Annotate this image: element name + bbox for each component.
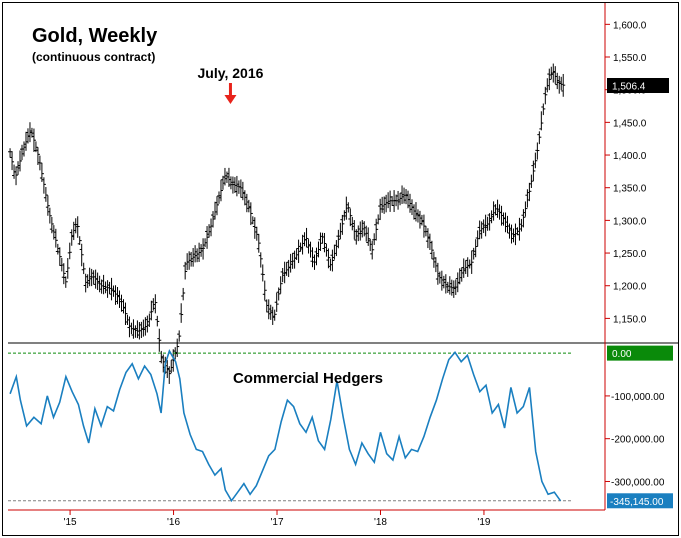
annotation-label: July, 2016 xyxy=(198,65,264,81)
chart-title: Gold, Weekly xyxy=(32,25,158,47)
hedger-tick-label: -300,000.00 xyxy=(611,477,665,488)
chart-subtitle: (continuous contract) xyxy=(32,50,155,64)
time-x-ticks: '15 '16 '17 '18 '19 xyxy=(64,510,491,528)
time-tick-label: '17 xyxy=(270,517,283,528)
time-tick-label: '19 xyxy=(477,517,490,528)
price-tick-label: 1,400.0 xyxy=(613,151,647,162)
hedger-y-ticks: -100,000.00 -200,000.00 -300,000.00 xyxy=(605,392,665,488)
hedger-tick-label: -200,000.00 xyxy=(611,435,665,446)
zero-value-badge: 0.00 xyxy=(607,345,673,361)
price-tick-label: 1,350.0 xyxy=(613,184,647,195)
zero-value: 0.00 xyxy=(612,349,632,360)
hedgers-title: Commercial Hedgers xyxy=(233,370,383,387)
price-tick-label: 1,150.0 xyxy=(613,314,647,325)
price-tick-label: 1,600.0 xyxy=(613,20,647,31)
hedgers-series-line xyxy=(9,349,562,503)
price-bars xyxy=(8,63,566,384)
hedgers-last-value-badge: -345,145.00 xyxy=(607,493,673,509)
hedger-tick-label: -100,000.00 xyxy=(611,392,665,403)
hedgers-last-value: -345,145.00 xyxy=(610,497,664,508)
price-tick-label: 1,200.0 xyxy=(613,282,647,293)
price-tick-label: 1,450.0 xyxy=(613,118,647,129)
price-last-value-badge: 1,506.4 xyxy=(607,78,669,94)
time-tick-label: '16 xyxy=(167,517,180,528)
price-tick-label: 1,250.0 xyxy=(613,249,647,260)
price-tick-label: 1,550.0 xyxy=(613,53,647,64)
price-last-value: 1,506.4 xyxy=(612,82,646,93)
red-arrow-icon xyxy=(224,83,237,104)
price-tick-label: 1,300.0 xyxy=(613,216,647,227)
time-tick-label: '15 xyxy=(64,517,77,528)
time-tick-label: '18 xyxy=(374,517,387,528)
